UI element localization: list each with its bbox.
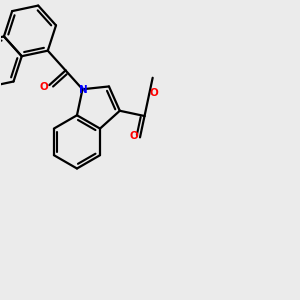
Text: O: O bbox=[39, 82, 48, 92]
Text: O: O bbox=[150, 88, 158, 98]
Text: N: N bbox=[79, 85, 88, 95]
Text: O: O bbox=[130, 131, 139, 141]
